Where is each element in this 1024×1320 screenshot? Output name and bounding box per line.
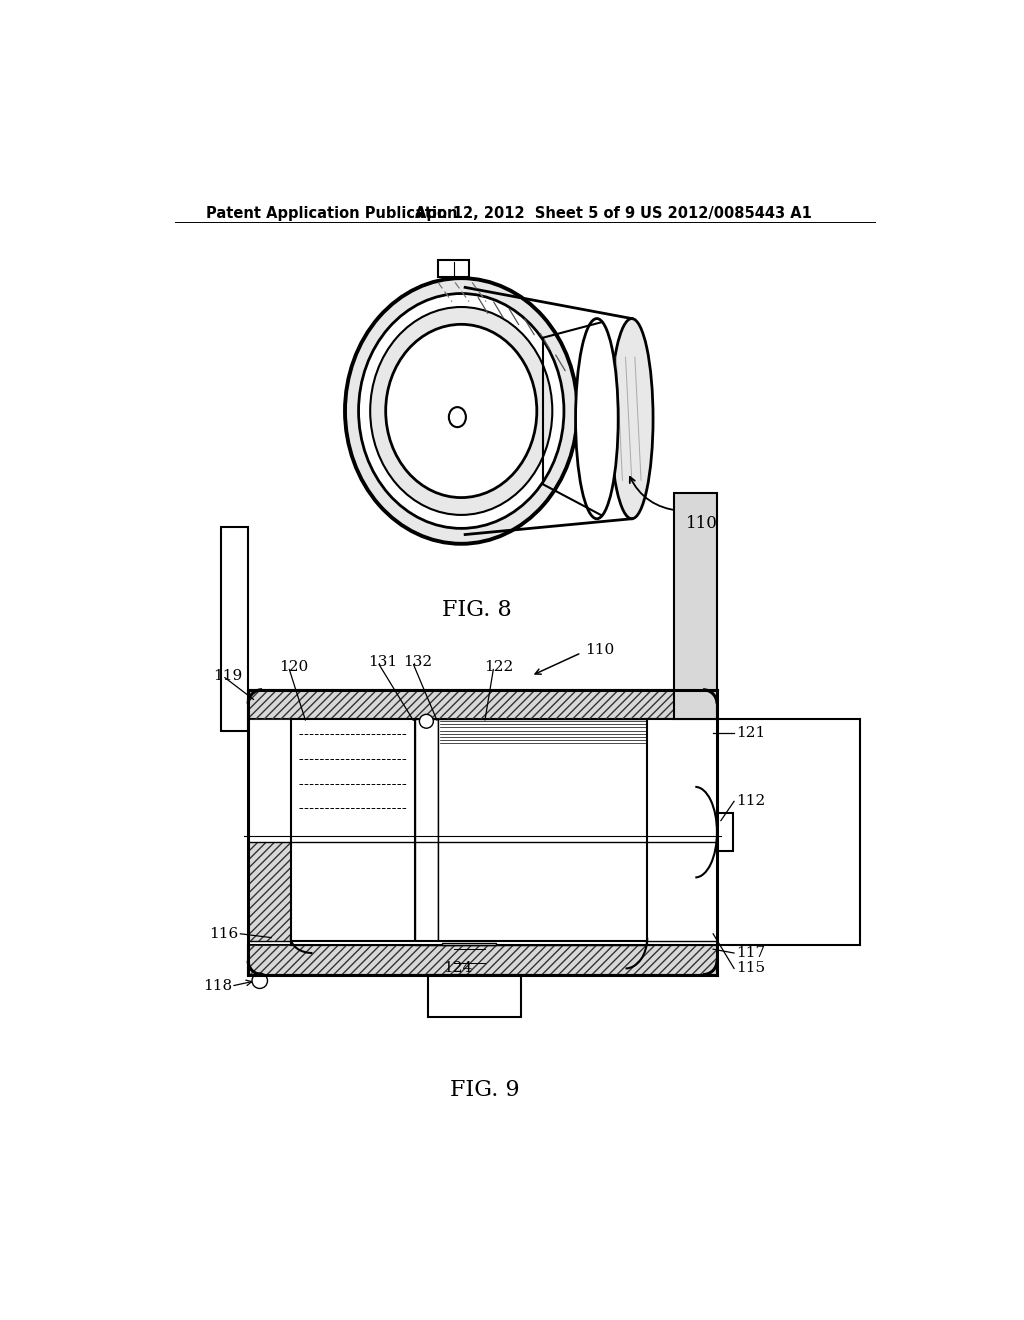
Bar <box>291 941 647 945</box>
Text: 119: 119 <box>213 669 243 682</box>
Text: 132: 132 <box>403 655 432 669</box>
Ellipse shape <box>610 318 653 519</box>
Bar <box>428 974 521 1016</box>
Text: 121: 121 <box>736 726 766 739</box>
Text: 110: 110 <box>686 515 718 532</box>
Text: 131: 131 <box>369 655 397 669</box>
Bar <box>248 719 717 945</box>
Bar <box>248 842 717 941</box>
Bar <box>428 974 521 1016</box>
Bar <box>248 945 717 974</box>
Bar <box>291 719 415 945</box>
Bar <box>248 945 717 974</box>
Text: 116: 116 <box>209 927 239 941</box>
FancyBboxPatch shape <box>438 260 469 277</box>
Bar <box>415 719 438 945</box>
Bar <box>717 813 732 851</box>
Text: FIG. 8: FIG. 8 <box>442 599 512 622</box>
Text: 115: 115 <box>736 961 766 975</box>
Bar <box>248 689 717 719</box>
Text: Patent Application Publication: Patent Application Publication <box>206 206 457 222</box>
Bar <box>624 941 647 945</box>
Ellipse shape <box>575 318 618 519</box>
Bar <box>248 689 717 719</box>
Text: 120: 120 <box>280 660 308 673</box>
Text: 118: 118 <box>204 979 232 993</box>
Bar <box>248 842 717 941</box>
Text: 117: 117 <box>736 946 766 960</box>
Ellipse shape <box>371 308 552 515</box>
Bar <box>675 492 717 719</box>
Bar <box>438 719 647 945</box>
Bar <box>221 527 248 730</box>
Ellipse shape <box>345 279 578 544</box>
Circle shape <box>252 973 267 989</box>
Text: 122: 122 <box>484 660 514 673</box>
Text: FIG. 9: FIG. 9 <box>450 1080 519 1101</box>
Ellipse shape <box>386 325 537 498</box>
Circle shape <box>420 714 433 729</box>
Text: Apr. 12, 2012  Sheet 5 of 9: Apr. 12, 2012 Sheet 5 of 9 <box>415 206 635 222</box>
Bar <box>442 942 496 945</box>
Text: 112: 112 <box>736 795 766 808</box>
Text: 124: 124 <box>442 961 472 975</box>
Ellipse shape <box>449 407 466 428</box>
Bar <box>647 719 860 945</box>
Ellipse shape <box>358 293 564 528</box>
Text: US 2012/0085443 A1: US 2012/0085443 A1 <box>640 206 811 222</box>
Bar <box>291 941 314 945</box>
Text: 110: 110 <box>586 643 614 656</box>
